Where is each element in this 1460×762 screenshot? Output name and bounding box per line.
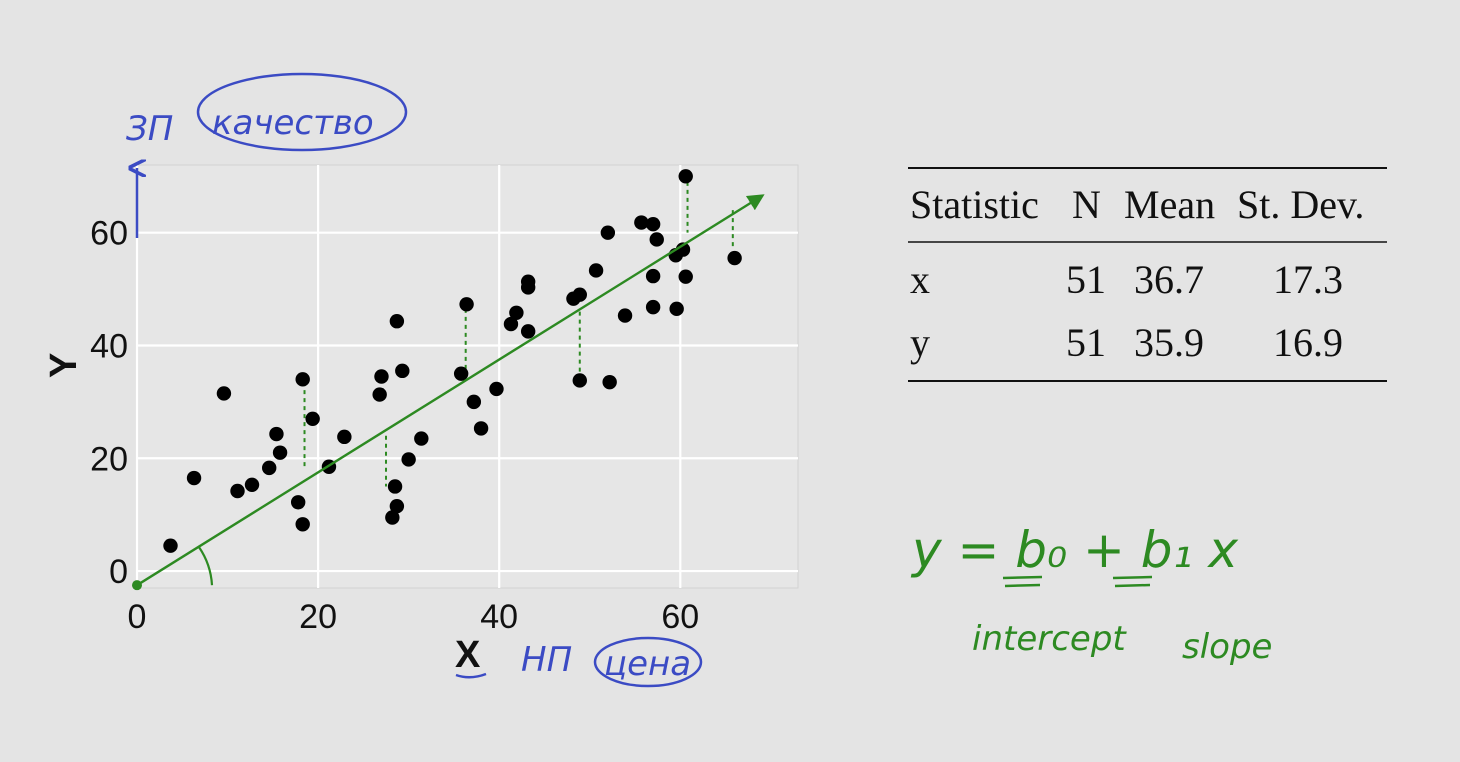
y-axis-note: ЗП качество <box>126 72 408 238</box>
data-point <box>244 477 260 492</box>
data-point <box>395 363 410 379</box>
x-tick-label: 20 <box>299 598 337 636</box>
table-cell-n: 51 <box>1066 320 1106 365</box>
x-tick-label: 0 <box>128 598 147 636</box>
y-tick-label: 40 <box>90 327 128 365</box>
y-note-circled: качество <box>212 103 374 143</box>
data-point <box>727 250 742 266</box>
residual-lines <box>303 181 734 487</box>
slope-label: slope <box>1182 627 1272 667</box>
y-tick-label: 60 <box>90 215 128 253</box>
x-note-prefix: НП <box>521 640 572 680</box>
data-point <box>295 372 310 387</box>
stats-table: Statistic N Mean St. Dev. x 51 36.7 17.3… <box>908 167 1387 382</box>
y-note-circle <box>196 72 408 152</box>
data-point <box>337 429 352 445</box>
scatter-plot: 0 20 40 60 0 20 40 60 X Y <box>43 164 799 676</box>
data-point <box>572 373 587 388</box>
data-point <box>272 445 288 460</box>
data-point <box>645 217 661 232</box>
table-cell-var: y <box>910 320 930 365</box>
data-point <box>269 426 284 442</box>
data-point <box>572 287 587 302</box>
data-point <box>459 297 474 312</box>
data-point <box>634 215 649 230</box>
data-point <box>387 479 403 494</box>
data-point <box>305 411 320 426</box>
table-row: x 51 36.7 17.3 <box>910 257 1343 302</box>
data-point <box>290 495 306 510</box>
data-point <box>645 299 661 315</box>
intercept-label: intercept <box>972 619 1127 659</box>
x-tick-label: 40 <box>480 598 518 636</box>
data-point <box>600 225 616 240</box>
x-note-circled: цена <box>604 644 691 684</box>
table-cell-var: x <box>910 257 930 302</box>
data-point <box>230 483 245 499</box>
table-cell-stdev: 16.9 <box>1273 320 1343 365</box>
y-tick-label: 20 <box>90 440 128 478</box>
data-point <box>295 517 310 532</box>
table-cell-mean: 35.9 <box>1134 320 1204 365</box>
data-point <box>473 421 489 436</box>
table-header-stdev: St. Dev. <box>1237 182 1364 227</box>
intercept-underline <box>1002 575 1043 588</box>
table-header-n: N <box>1072 182 1101 227</box>
data-point <box>645 268 661 284</box>
equation-text: y = b₀ + b₁ x <box>910 521 1238 579</box>
x-tick-label: 60 <box>661 598 699 636</box>
data-point <box>602 374 617 390</box>
data-point <box>678 169 693 184</box>
data-point <box>669 301 684 317</box>
y-note-prefix: ЗП <box>126 109 173 149</box>
table-cell-mean: 36.7 <box>1134 257 1204 302</box>
x-axis-underline <box>455 672 487 679</box>
slope-angle-arc <box>198 546 214 586</box>
table-row: y 51 35.9 16.9 <box>910 320 1343 365</box>
regression-line <box>132 194 765 591</box>
data-point <box>414 431 429 446</box>
data-point <box>389 499 405 514</box>
data-point <box>520 324 536 339</box>
intercept-dot <box>132 580 142 591</box>
x-axis-note: НП цена <box>455 636 703 688</box>
data-point <box>453 366 469 381</box>
data-point <box>678 269 693 284</box>
data-point <box>389 314 405 329</box>
data-point <box>649 232 664 247</box>
data-point <box>401 452 416 467</box>
data-point <box>588 263 604 278</box>
data-point <box>385 510 400 525</box>
table-header-mean: Mean <box>1124 182 1215 227</box>
data-point <box>509 305 524 320</box>
y-axis-title: Y <box>43 353 85 378</box>
data-point <box>503 316 519 332</box>
data-point <box>617 308 633 323</box>
y-tick-labels: 0 20 40 60 <box>90 215 128 591</box>
data-point <box>186 470 202 486</box>
slope-underline <box>1112 575 1153 588</box>
x-note-circle <box>593 636 703 688</box>
x-tick-labels: 0 20 40 60 <box>128 598 700 636</box>
table-header-statistic: Statistic <box>910 182 1039 227</box>
data-point <box>372 387 387 402</box>
data-point <box>216 386 232 401</box>
data-point <box>466 394 482 410</box>
table-cell-n: 51 <box>1066 257 1106 302</box>
y-tick-label: 0 <box>109 553 128 591</box>
x-axis-title: X <box>455 634 481 676</box>
data-point <box>520 274 536 289</box>
regression-arrow <box>136 194 765 587</box>
table-cell-stdev: 17.3 <box>1273 257 1343 302</box>
data-point <box>489 381 504 397</box>
data-point <box>163 538 178 553</box>
data-point <box>374 369 389 384</box>
regression-equation: y = b₀ + b₁ x intercept slope <box>910 521 1272 667</box>
data-point <box>262 460 277 476</box>
